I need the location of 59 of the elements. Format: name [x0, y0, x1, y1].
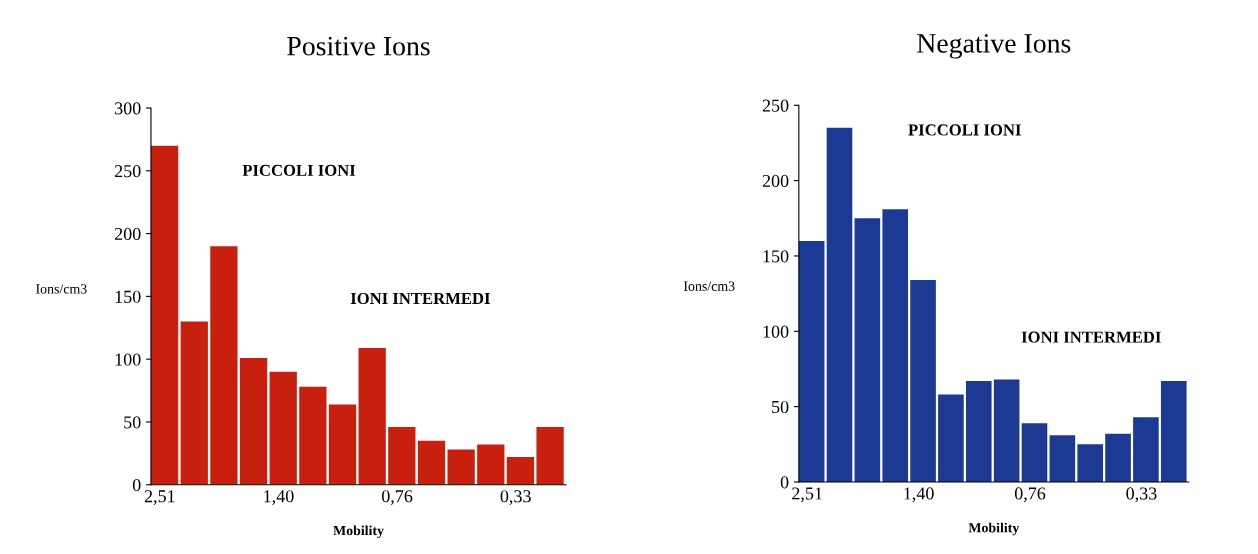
bar	[993, 379, 1020, 482]
bar	[826, 127, 853, 482]
bar	[388, 426, 416, 485]
bar	[210, 246, 238, 485]
chart-title: Negative Ions	[917, 34, 1071, 59]
annotation: PICCOLI IONI	[908, 124, 1021, 136]
bar	[269, 371, 297, 485]
bar	[1105, 433, 1131, 482]
bar	[150, 145, 179, 485]
y-tick-label: 0	[780, 476, 789, 489]
x-tick-label: 2,51	[144, 490, 175, 505]
y-tick-label: 250	[762, 99, 789, 112]
bar	[882, 209, 909, 482]
bar	[299, 386, 327, 485]
bar	[477, 444, 505, 485]
bar	[328, 404, 357, 485]
x-axis-title: Mobility	[333, 525, 384, 539]
bar	[798, 240, 825, 482]
bar	[239, 357, 268, 485]
y-tick-label: 250	[114, 165, 141, 178]
bar	[180, 321, 208, 485]
x-tick-label: 1,40	[264, 490, 294, 505]
annotation: PICCOLI IONI	[242, 164, 356, 176]
x-tick-label: 2,51	[792, 487, 822, 503]
x-tick-label: 0,76	[1014, 487, 1046, 503]
y-tick-label: 100	[115, 353, 141, 366]
bar	[1160, 381, 1187, 482]
bar	[417, 440, 446, 485]
x-tick-label: 0,33	[1126, 487, 1157, 503]
x-tick-label: 0,76	[381, 490, 413, 505]
y-axis-title: Ions/cm3	[683, 281, 735, 291]
y-tick-label: 300	[115, 102, 141, 115]
y-tick-label: 100	[763, 325, 789, 338]
chart-title: Positive Ions	[287, 36, 430, 56]
bar	[965, 381, 992, 482]
x-tick-label: 1,40	[904, 487, 934, 503]
bar	[358, 347, 386, 485]
bar	[1077, 444, 1104, 482]
annotation: IONI INTERMEDI	[350, 292, 490, 305]
annotation: IONI INTERMEDI	[1021, 331, 1161, 343]
y-tick-label: 150	[115, 290, 141, 303]
y-tick-label: 50	[124, 416, 141, 429]
bar	[506, 457, 535, 485]
y-tick-label: 150	[763, 250, 789, 263]
y-tick-label: 0	[132, 479, 141, 492]
bar	[536, 426, 564, 485]
bar	[910, 280, 936, 482]
y-tick-label: 200	[114, 227, 141, 241]
y-axis-title: Ions/cm3	[36, 284, 87, 294]
y-tick-label: 200	[762, 174, 789, 188]
x-tick-label: 0,33	[500, 490, 531, 505]
bar	[1021, 423, 1048, 482]
x-axis-title: Mobility	[968, 522, 1020, 536]
bar	[447, 449, 475, 485]
bar	[854, 218, 881, 482]
bar	[1133, 417, 1159, 482]
bar	[938, 394, 964, 482]
bar	[1049, 435, 1076, 482]
y-tick-label: 50	[772, 400, 789, 414]
